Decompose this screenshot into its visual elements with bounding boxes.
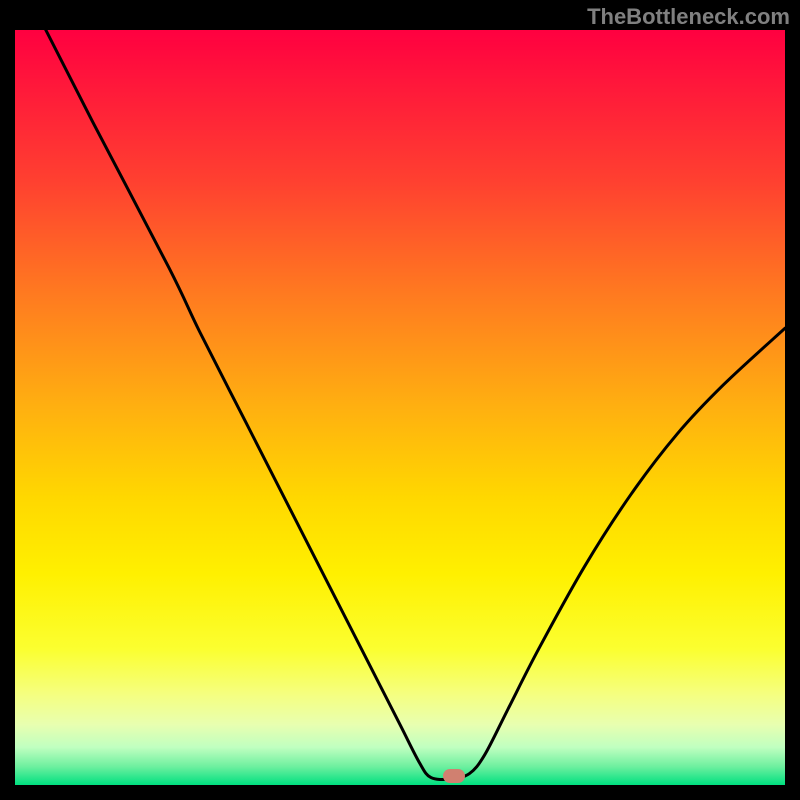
watermark-text: TheBottleneck.com [587,4,790,30]
optimum-marker [443,769,465,783]
curve-path [46,30,785,780]
plot-area [15,30,785,785]
bottleneck-curve [15,30,785,785]
chart-container: { "watermark": { "text": "TheBottleneck.… [0,0,800,800]
